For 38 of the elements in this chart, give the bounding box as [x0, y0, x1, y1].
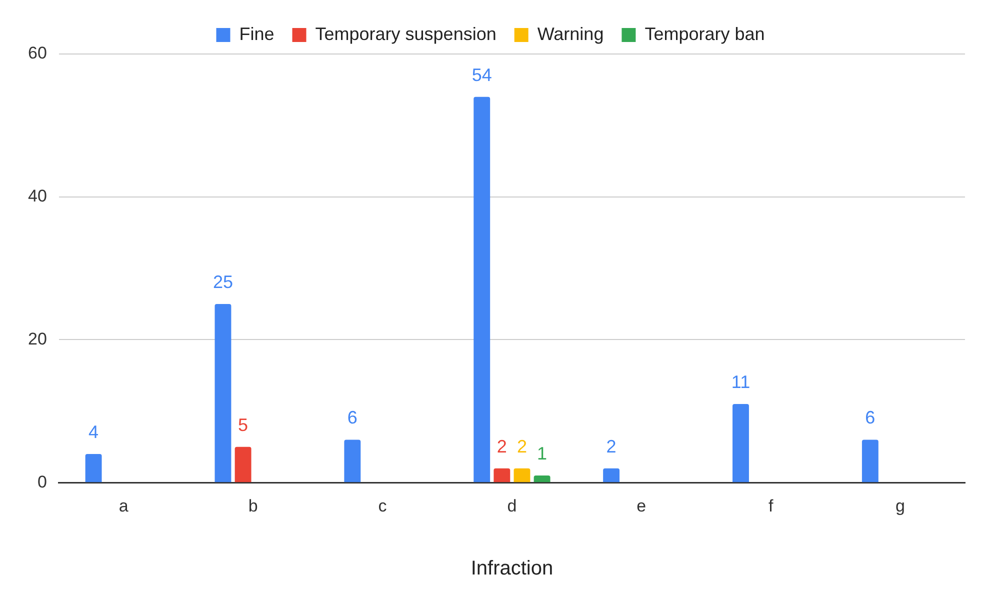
bar [344, 440, 361, 482]
data-label: 2 [516, 436, 527, 456]
y-tick-label: 0 [37, 472, 47, 492]
y-tick-label: 60 [28, 44, 47, 63]
bar [494, 468, 510, 482]
y-tick-label: 40 [28, 186, 47, 206]
legend-label: Fine [239, 24, 274, 44]
bar [732, 404, 749, 482]
bar [234, 446, 252, 482]
x-tick-label: c [378, 496, 388, 516]
legend-label: Temporary suspension [315, 24, 496, 44]
data-label: 6 [347, 408, 358, 428]
legend-label: Temporary ban [644, 24, 765, 44]
legend-label: Warning [537, 24, 604, 44]
data-label: 6 [865, 408, 876, 428]
bar [85, 454, 102, 482]
bar [474, 96, 490, 482]
x-tick-label: a [118, 496, 129, 516]
bar [514, 468, 530, 482]
data-label: 25 [212, 272, 233, 292]
x-tick-label: b [248, 496, 258, 516]
x-tick-label: f [768, 496, 774, 516]
data-label: 5 [238, 414, 248, 435]
y-tick-label: 20 [28, 329, 47, 348]
x-tick-label: d [507, 496, 517, 516]
x-tick-label: g [896, 496, 906, 516]
bar [862, 440, 878, 482]
x-tick-label: e [636, 496, 646, 516]
bar [603, 468, 620, 482]
data-label: 2 [496, 436, 507, 456]
data-label: 2 [606, 436, 616, 456]
data-label: 54 [472, 64, 492, 85]
x-axis-title: Infraction [470, 558, 554, 580]
bar [534, 475, 550, 482]
data-label: 11 [731, 372, 750, 392]
data-label: 1 [537, 443, 548, 464]
bar [214, 304, 232, 482]
data-label: 4 [88, 422, 99, 442]
